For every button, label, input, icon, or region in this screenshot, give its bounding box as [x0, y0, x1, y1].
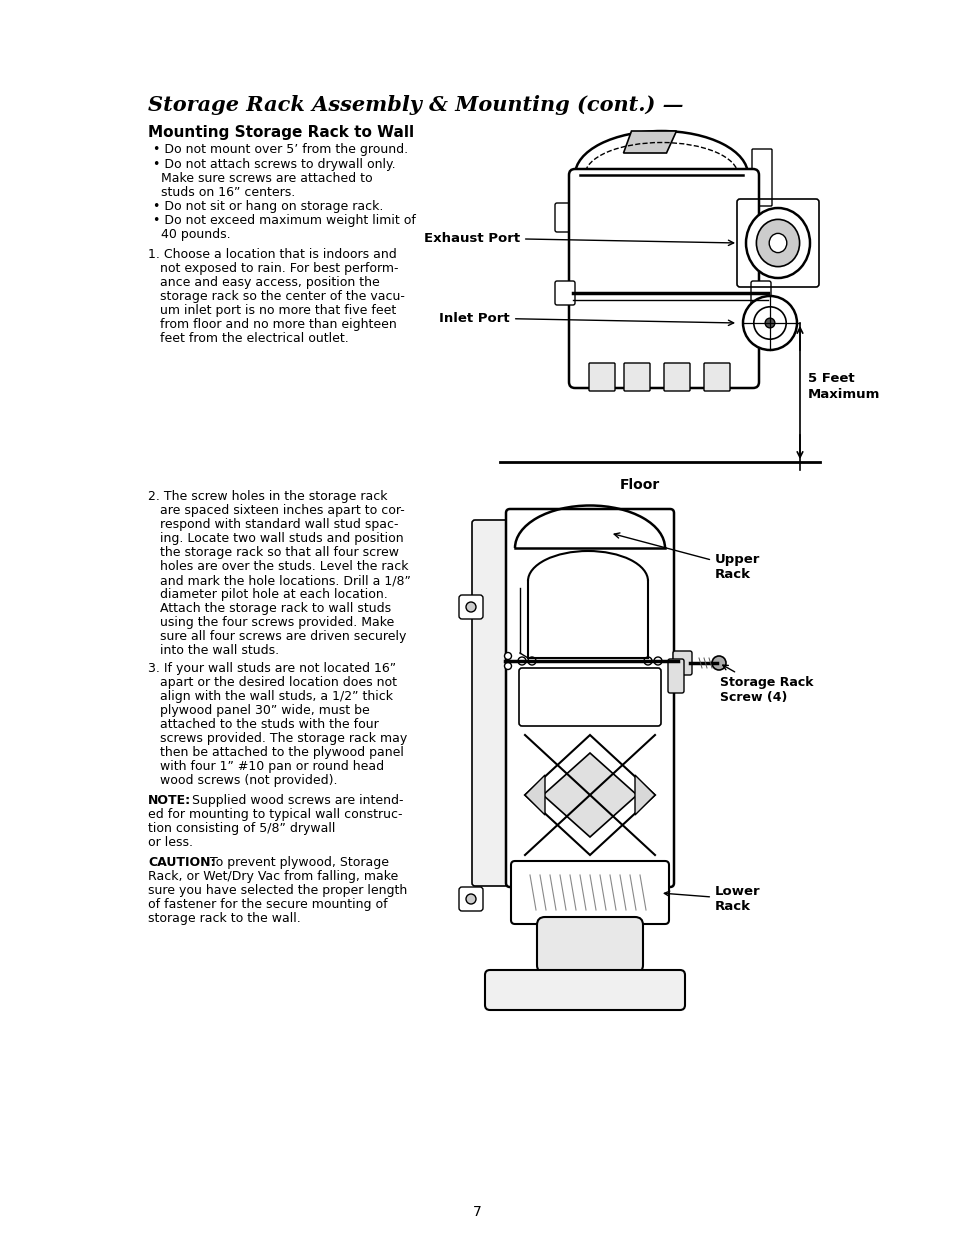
Text: Exhaust Port: Exhaust Port — [423, 232, 733, 246]
Text: and mark the hole locations. Drill a 1/8”: and mark the hole locations. Drill a 1/8… — [148, 574, 411, 587]
Text: are spaced sixteen inches apart to cor-: are spaced sixteen inches apart to cor- — [148, 503, 404, 517]
Text: holes are over the studs. Level the rack: holes are over the studs. Level the rack — [148, 560, 408, 573]
Circle shape — [504, 662, 511, 670]
Circle shape — [753, 306, 785, 340]
Text: respond with standard wall stud spac-: respond with standard wall stud spac- — [148, 518, 398, 531]
Text: ing. Locate two wall studs and position: ing. Locate two wall studs and position — [148, 532, 403, 546]
Text: sure all four screws are driven securely: sure all four screws are driven securely — [148, 630, 406, 644]
Circle shape — [527, 657, 536, 665]
Text: storage rack to the wall.: storage rack to the wall. — [148, 911, 300, 925]
Text: CAUTION:: CAUTION: — [148, 856, 215, 869]
Polygon shape — [542, 753, 637, 837]
Text: • Do not exceed maximum weight limit of: • Do not exceed maximum weight limit of — [152, 215, 416, 227]
Text: the storage rack so that all four screw: the storage rack so that all four screw — [148, 546, 398, 559]
FancyBboxPatch shape — [555, 203, 575, 232]
FancyBboxPatch shape — [672, 651, 691, 675]
Text: using the four screws provided. Make: using the four screws provided. Make — [148, 616, 394, 629]
Polygon shape — [524, 735, 655, 856]
FancyBboxPatch shape — [505, 508, 673, 887]
Text: then be attached to the plywood panel: then be attached to the plywood panel — [148, 746, 403, 759]
Text: tion consisting of 5/8” drywall: tion consisting of 5/8” drywall — [148, 822, 335, 835]
FancyBboxPatch shape — [458, 887, 482, 911]
FancyBboxPatch shape — [472, 520, 507, 887]
Polygon shape — [623, 131, 676, 153]
Text: screws provided. The storage rack may: screws provided. The storage rack may — [148, 732, 407, 745]
FancyBboxPatch shape — [537, 918, 642, 973]
Text: Lower
Rack: Lower Rack — [663, 885, 760, 913]
Text: Inlet Port: Inlet Port — [439, 311, 733, 325]
Text: sure you have selected the proper length: sure you have selected the proper length — [148, 884, 407, 897]
FancyBboxPatch shape — [568, 169, 759, 388]
Polygon shape — [635, 775, 655, 815]
Text: NOTE:: NOTE: — [148, 794, 191, 807]
Circle shape — [504, 652, 511, 660]
Text: 3. If your wall studs are not located 16”: 3. If your wall studs are not located 16… — [148, 662, 395, 675]
Text: Attach the storage rack to wall studs: Attach the storage rack to wall studs — [148, 601, 391, 615]
FancyBboxPatch shape — [703, 363, 729, 391]
Circle shape — [465, 601, 476, 613]
Text: attached to the studs with the four: attached to the studs with the four — [148, 718, 378, 732]
Text: wood screws (not provided).: wood screws (not provided). — [148, 774, 337, 787]
FancyBboxPatch shape — [555, 281, 575, 305]
Text: 2. The screw holes in the storage rack: 2. The screw holes in the storage rack — [148, 490, 387, 503]
Text: Rack, or Wet/Dry Vac from falling, make: Rack, or Wet/Dry Vac from falling, make — [148, 870, 397, 883]
Ellipse shape — [745, 208, 809, 278]
FancyBboxPatch shape — [623, 363, 649, 391]
FancyBboxPatch shape — [458, 595, 482, 619]
Text: from floor and no more than eighteen: from floor and no more than eighteen — [148, 317, 396, 331]
Text: • Do not attach screws to drywall only.: • Do not attach screws to drywall only. — [152, 157, 395, 171]
Text: Maximum: Maximum — [807, 388, 880, 401]
Text: ance and easy access, position the: ance and easy access, position the — [148, 277, 379, 289]
FancyBboxPatch shape — [518, 668, 660, 725]
Circle shape — [517, 657, 525, 665]
Text: diameter pilot hole at each location.: diameter pilot hole at each location. — [148, 588, 387, 601]
FancyBboxPatch shape — [484, 970, 684, 1011]
Text: of fastener for the secure mounting of: of fastener for the secure mounting of — [148, 898, 387, 911]
Text: ed for mounting to typical wall construc-: ed for mounting to typical wall construc… — [148, 808, 402, 821]
Ellipse shape — [756, 219, 799, 267]
FancyBboxPatch shape — [751, 149, 771, 206]
Text: To prevent plywood, Storage: To prevent plywood, Storage — [206, 856, 389, 869]
Text: feet from the electrical outlet.: feet from the electrical outlet. — [148, 332, 349, 345]
Circle shape — [711, 656, 725, 670]
FancyBboxPatch shape — [588, 363, 615, 391]
Text: Storage Rack
Screw (4): Storage Rack Screw (4) — [720, 665, 813, 704]
FancyBboxPatch shape — [667, 658, 683, 693]
Text: Mounting Storage Rack to Wall: Mounting Storage Rack to Wall — [148, 125, 414, 140]
Text: apart or the desired location does not: apart or the desired location does not — [148, 676, 396, 689]
Text: 40 pounds.: 40 pounds. — [152, 228, 231, 241]
Text: Make sure screws are attached to: Make sure screws are attached to — [152, 172, 373, 185]
Text: with four 1” #10 pan or round head: with four 1” #10 pan or round head — [148, 760, 384, 773]
Text: 5 Feet: 5 Feet — [807, 372, 854, 384]
FancyBboxPatch shape — [750, 281, 770, 305]
Circle shape — [654, 657, 661, 665]
Text: 7: 7 — [472, 1205, 481, 1219]
Circle shape — [465, 894, 476, 904]
Text: align with the wall studs, a 1/2” thick: align with the wall studs, a 1/2” thick — [148, 689, 393, 703]
Circle shape — [742, 296, 796, 350]
FancyBboxPatch shape — [511, 861, 668, 924]
Text: not exposed to rain. For best perform-: not exposed to rain. For best perform- — [148, 262, 398, 275]
Polygon shape — [524, 775, 544, 815]
Text: Storage Rack Assembly & Mounting (cont.) —: Storage Rack Assembly & Mounting (cont.)… — [148, 95, 682, 115]
Text: storage rack so the center of the vacu-: storage rack so the center of the vacu- — [148, 290, 404, 303]
Text: plywood panel 30” wide, must be: plywood panel 30” wide, must be — [148, 704, 370, 717]
Text: • Do not sit or hang on storage rack.: • Do not sit or hang on storage rack. — [152, 200, 383, 213]
FancyBboxPatch shape — [663, 363, 689, 391]
Text: or less.: or less. — [148, 836, 193, 849]
Text: Supplied wood screws are intend-: Supplied wood screws are intend- — [188, 794, 403, 807]
Text: Floor: Floor — [619, 477, 659, 492]
Text: • Do not mount over 5’ from the ground.: • Do not mount over 5’ from the ground. — [152, 143, 408, 156]
Ellipse shape — [768, 233, 786, 253]
Text: um inlet port is no more that five feet: um inlet port is no more that five feet — [148, 304, 395, 317]
Text: 1. Choose a location that is indoors and: 1. Choose a location that is indoors and — [148, 248, 396, 260]
Circle shape — [764, 319, 774, 327]
Text: into the wall studs.: into the wall studs. — [148, 644, 279, 657]
Circle shape — [643, 657, 651, 665]
Text: Upper
Rack: Upper Rack — [614, 533, 760, 582]
Text: studs on 16” centers.: studs on 16” centers. — [152, 186, 294, 198]
